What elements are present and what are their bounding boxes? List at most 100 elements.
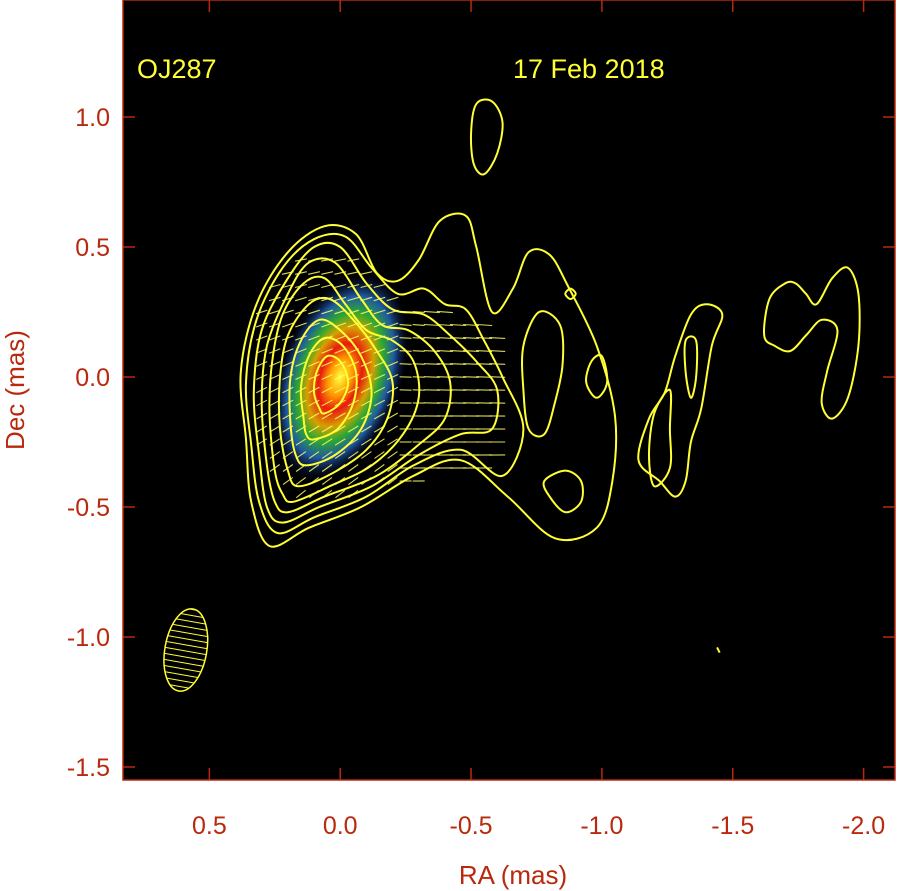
polarization-vector-20 [321, 464, 333, 472]
polarization-vector-261 [347, 296, 360, 302]
polarization-vector-154 [360, 374, 373, 380]
polarization-vector-166 [269, 361, 281, 367]
polarization-vector-248 [360, 309, 373, 315]
y-tick-label-1: 0.5 [75, 234, 110, 262]
polarization-vector-196 [412, 350, 425, 352]
polarization-vector-262 [360, 296, 373, 302]
polarization-vector-234 [412, 324, 425, 326]
polarization-vector-112 [308, 399, 320, 407]
polarization-vector-116 [360, 399, 372, 407]
polarization-vector-133 [334, 386, 346, 394]
polarization-vector-40 [361, 451, 372, 459]
polarization-vector-239 [476, 323, 493, 327]
polarization-vector-268 [308, 283, 320, 289]
polarization-vector-75 [321, 425, 333, 433]
polarization-vector-78 [360, 425, 372, 433]
polarization-vector-80 [387, 425, 398, 433]
contour-line-0 [239, 212, 618, 548]
polarization-vector-25 [387, 464, 398, 472]
polarization-vector-55 [308, 438, 320, 446]
polarization-vector-9 [335, 476, 346, 486]
polarization-vector-279 [347, 271, 360, 275]
y-tick-labels: 1.0 0.5 0.0 -0.5 -1.0 -1.5 [67, 104, 110, 782]
polarization-vector-281 [294, 258, 307, 262]
polarization-vector-243 [295, 309, 307, 315]
polarization-vector-118 [386, 399, 399, 407]
polarization-vector-260 [334, 296, 347, 302]
polarization-vector-192 [360, 348, 373, 354]
polarization-vector-255 [268, 296, 281, 302]
polarization-vector-137 [386, 386, 399, 394]
polarization-vector-242 [281, 309, 294, 315]
polarization-vector-238 [463, 323, 480, 327]
polarization-vector-6 [295, 476, 307, 486]
polarization-vector-210 [347, 335, 360, 341]
polarization-vector-173 [360, 361, 373, 367]
y-tick-label-5: -1.5 [67, 754, 110, 782]
polarization-vector-202 [489, 350, 506, 352]
polarization-vector-130 [295, 386, 307, 394]
polarization-vector-172 [347, 361, 360, 367]
polarization-vector-1 [308, 489, 320, 499]
polarization-vector-235 [423, 323, 440, 327]
x-tick-label-4: -1.5 [711, 812, 754, 840]
polarization-vector-228 [334, 322, 347, 328]
polarization-vector-206 [295, 335, 307, 341]
polarization-vector-2 [322, 489, 333, 499]
polarization-vector-237 [449, 323, 467, 327]
polarization-vector-190 [334, 348, 347, 354]
polarization-vector-186 [282, 348, 294, 354]
polarization-vector-200 [463, 350, 480, 352]
polarization-vector-165 [255, 361, 268, 367]
polarization-vector-258 [308, 296, 320, 302]
polarization-vector-17 [282, 464, 294, 472]
polarization-vector-211 [360, 335, 373, 341]
polarization-vector-0 [295, 489, 306, 499]
polarization-vector-89 [256, 412, 268, 420]
polarization-vector-246 [334, 309, 347, 315]
polarization-vector-146 [256, 374, 268, 380]
polarization-vector-60 [374, 438, 385, 446]
polarization-vector-53 [282, 438, 294, 446]
polarization-vector-267 [294, 283, 307, 289]
polarization-vector-191 [347, 348, 360, 354]
polarization-vector-129 [282, 386, 294, 394]
polarization-vector-212 [373, 335, 386, 341]
polarization-vector-195 [399, 350, 412, 352]
polarization-vector-176 [399, 363, 412, 365]
polarization-vector-247 [347, 309, 360, 315]
polarization-vector-39 [347, 451, 359, 459]
polarization-vector-221 [489, 337, 506, 339]
polarization-vector-231 [373, 322, 386, 328]
polarization-vector-38 [334, 451, 346, 459]
polarization-vector-114 [334, 399, 346, 407]
polarization-vector-127 [256, 386, 268, 394]
polarization-vector-164 [489, 376, 506, 378]
polarization-vector-21 [334, 464, 346, 472]
polarization-vector-97 [360, 412, 372, 420]
polarization-vector-183 [489, 363, 506, 365]
polarization-vector-232 [386, 322, 399, 328]
polarization-vector-11 [361, 476, 372, 486]
polarization-vector-111 [295, 399, 307, 407]
polarization-vector-269 [321, 283, 334, 289]
polarization-vector-58 [347, 438, 359, 446]
polarization-vector-71 [269, 425, 281, 433]
polarization-vector-175 [386, 361, 399, 367]
x-tick-label-1: 0.0 [323, 812, 358, 840]
polarization-vector-76 [334, 425, 346, 433]
polarization-vector-94 [321, 412, 333, 420]
polarization-vector-285 [347, 258, 360, 262]
polarization-vector-153 [347, 374, 359, 380]
polarization-vector-218 [449, 337, 467, 339]
polarization-vector-184 [255, 348, 268, 354]
polarization-vector-240 [255, 309, 268, 315]
polarization-vector-42 [387, 451, 398, 459]
polarization-vector-57 [334, 438, 346, 446]
polarization-vector-219 [463, 337, 480, 339]
polarization-vector-18 [295, 464, 307, 472]
polarization-vector-91 [282, 412, 294, 420]
contour-line-13 [637, 303, 724, 498]
polarization-vector-135 [360, 386, 372, 394]
polarization-vector-205 [282, 335, 294, 341]
